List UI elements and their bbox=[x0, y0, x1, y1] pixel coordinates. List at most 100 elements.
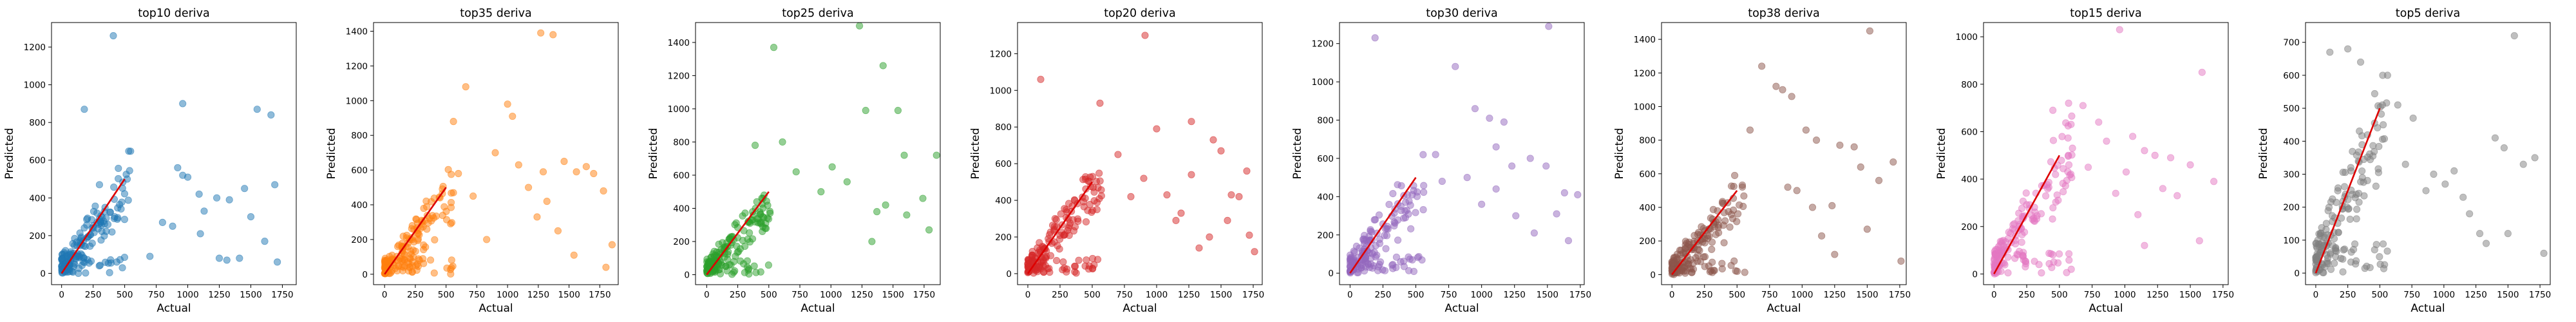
scatter-point bbox=[2327, 265, 2335, 273]
scatter-point bbox=[1889, 158, 1897, 166]
scatter-point bbox=[1063, 265, 1071, 273]
y-tick-label: 1000 bbox=[24, 80, 46, 91]
scatter-point bbox=[1508, 162, 1516, 170]
scatter-point bbox=[1399, 214, 1408, 222]
scatter-point bbox=[1095, 169, 1103, 177]
scatter-point bbox=[1857, 163, 1864, 171]
y-tick-label: 0 bbox=[362, 270, 368, 280]
scatter-point bbox=[184, 173, 192, 181]
scatter-point bbox=[1039, 256, 1047, 264]
y-axis-label: Predicted bbox=[1291, 128, 1304, 180]
scatter-point bbox=[261, 238, 269, 245]
x-tick-label: 750 bbox=[2084, 290, 2101, 300]
x-tick-label: 1750 bbox=[1569, 290, 1591, 300]
y-axis-label: Predicted bbox=[2257, 128, 2270, 180]
scatter-point bbox=[1478, 200, 1486, 208]
scatter-point bbox=[1050, 223, 1059, 231]
scatter-point bbox=[2052, 171, 2060, 178]
scatter-point bbox=[2049, 106, 2057, 114]
scatter-point bbox=[1808, 204, 1817, 211]
plot-frame bbox=[51, 22, 297, 285]
scatter-point bbox=[731, 267, 739, 275]
scatter-point bbox=[1793, 187, 1801, 194]
y-tick-label: 1000 bbox=[1956, 32, 1978, 43]
y-tick-label: 600 bbox=[1961, 127, 1978, 137]
scatter-point bbox=[2065, 250, 2073, 258]
y-tick-label: 800 bbox=[995, 122, 1012, 133]
y-tick-label: 600 bbox=[29, 156, 46, 166]
scatter-point bbox=[2441, 180, 2449, 188]
y-tick-label: 400 bbox=[351, 200, 368, 211]
scatter-point bbox=[2374, 165, 2382, 173]
chart-title: top5 deriva bbox=[2396, 7, 2460, 20]
data-points bbox=[2312, 32, 2548, 277]
scatter-point bbox=[2519, 160, 2527, 168]
scatter-point bbox=[2062, 119, 2070, 127]
y-tick-label: 1200 bbox=[1634, 68, 1656, 79]
y-tick-label: 0 bbox=[1972, 269, 1978, 279]
identity-line bbox=[61, 178, 126, 274]
scatter-point bbox=[1384, 225, 1392, 233]
scatter-point bbox=[2341, 245, 2349, 253]
y-tick-label: 200 bbox=[351, 235, 368, 245]
scatter-point bbox=[873, 208, 881, 216]
scatter-point bbox=[515, 161, 522, 169]
y-tick-label: 800 bbox=[1317, 116, 1334, 126]
identity-line bbox=[384, 187, 447, 275]
scatter-point bbox=[2346, 215, 2354, 223]
scatter-point bbox=[2141, 147, 2148, 155]
x-tick-label: 1750 bbox=[913, 290, 935, 300]
y-tick-label: 600 bbox=[1639, 169, 1656, 180]
scatter-point bbox=[2315, 230, 2323, 238]
scatter-point bbox=[404, 258, 412, 266]
scatter-point bbox=[120, 216, 129, 223]
scatter-point bbox=[2324, 254, 2332, 262]
scatter-point bbox=[236, 254, 243, 262]
x-tick-label: 250 bbox=[1696, 290, 1713, 300]
scatter-point bbox=[766, 207, 774, 215]
scatter-point bbox=[533, 213, 541, 221]
scatter-point bbox=[2129, 133, 2137, 140]
scatter-point bbox=[215, 254, 223, 262]
scatter-point bbox=[430, 214, 438, 222]
scatter-point bbox=[764, 261, 773, 269]
scatter-point bbox=[1731, 171, 1739, 180]
x-tick-label: 250 bbox=[730, 290, 746, 300]
y-tick-label: 100 bbox=[2283, 236, 2300, 246]
y-tick-label: 0 bbox=[1006, 269, 1012, 279]
chart-panel-4: top20 deriva 0 250 500 750 1000 1250 1500 1750 0 2… bbox=[969, 7, 1264, 315]
scatter-point bbox=[448, 264, 455, 272]
y-tick-label: 1400 bbox=[668, 38, 690, 48]
scatter-point bbox=[1512, 212, 1520, 220]
scatter-point bbox=[2195, 237, 2203, 245]
y-tick-label: 1200 bbox=[24, 43, 46, 53]
x-tick-label: 750 bbox=[469, 290, 486, 300]
y-tick-label: 1200 bbox=[668, 71, 690, 81]
scatter-point bbox=[1715, 229, 1723, 237]
y-tick-label: 400 bbox=[2283, 137, 2300, 147]
scatter-point bbox=[2338, 214, 2345, 222]
scatter-point bbox=[2116, 26, 2123, 33]
x-tick-label: 500 bbox=[2372, 290, 2389, 300]
scatter-point bbox=[1698, 223, 1705, 231]
scatter-point bbox=[1059, 258, 1067, 266]
scatter-point bbox=[1209, 136, 1217, 144]
x-axis-label: Actual bbox=[1444, 302, 1479, 315]
scatter-point bbox=[1089, 265, 1097, 273]
scatter-point bbox=[1153, 125, 1160, 133]
scatter-point bbox=[409, 246, 417, 254]
scatter-point bbox=[1995, 246, 2003, 254]
scatter-point bbox=[2383, 247, 2391, 255]
scatter-point bbox=[67, 248, 75, 256]
scatter-point bbox=[2371, 90, 2379, 98]
y-tick-label: 1200 bbox=[1312, 39, 1334, 50]
scatter-point bbox=[223, 256, 231, 264]
y-tick-label: 200 bbox=[29, 231, 46, 242]
chart-panel-2: top35 deriva 0 250 500 750 1000 1250 1500 1750 0 2… bbox=[325, 7, 619, 315]
y-tick-label: 800 bbox=[351, 131, 368, 141]
chart-title: top35 deriva bbox=[460, 7, 532, 20]
scatter-point bbox=[2065, 256, 2073, 264]
scatter-point bbox=[2055, 250, 2063, 258]
scatter-point bbox=[1390, 222, 1398, 230]
y-tick-label: 1200 bbox=[346, 61, 368, 71]
